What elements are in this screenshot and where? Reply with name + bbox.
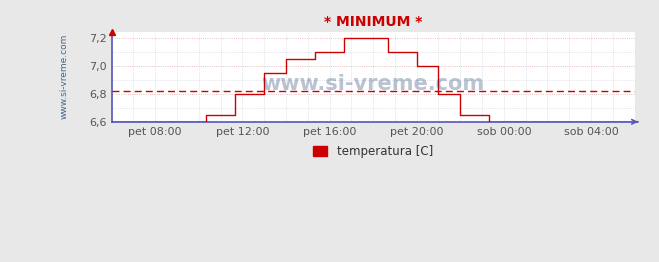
Text: www.si-vreme.com: www.si-vreme.com xyxy=(262,74,484,94)
Legend: temperatura [C]: temperatura [C] xyxy=(308,140,438,163)
Title: * MINIMUM *: * MINIMUM * xyxy=(324,15,422,29)
Text: www.si-vreme.com: www.si-vreme.com xyxy=(60,34,69,119)
